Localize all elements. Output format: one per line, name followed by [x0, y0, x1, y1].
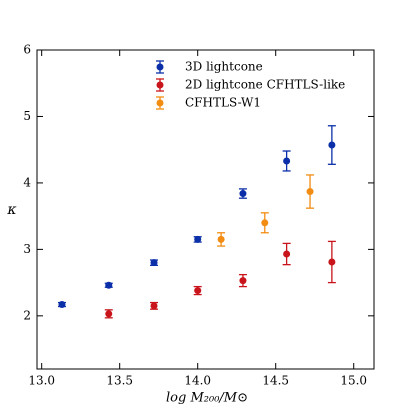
point: [239, 190, 247, 198]
point: [217, 235, 225, 243]
plot-frame: [36, 49, 375, 370]
point: [105, 281, 113, 289]
legend-label: 2D lightcone CFHTLS-like: [185, 78, 345, 92]
x-tick-label: 14.0: [184, 374, 211, 388]
x-axis-label: log M₂₀₀/M⊙: [166, 391, 248, 406]
point: [194, 287, 202, 295]
y-axis-label: κ: [6, 202, 16, 218]
point: [283, 157, 291, 165]
point: [261, 219, 269, 227]
x-tick-label: 14.5: [262, 374, 289, 388]
point: [194, 235, 202, 243]
point: [328, 141, 336, 149]
x-tick-label: 15.0: [340, 374, 367, 388]
legend-marker: [156, 63, 164, 71]
legend-marker: [156, 81, 164, 89]
y-tick-label: 6: [23, 43, 31, 57]
legend-label: CFHTLS-W1: [185, 96, 261, 110]
point: [306, 188, 314, 196]
point: [150, 302, 158, 310]
legend-marker: [156, 99, 164, 107]
y-tick-label: 4: [23, 175, 31, 189]
point: [283, 250, 291, 258]
x-tick-label: 13.5: [106, 374, 133, 388]
point: [58, 301, 66, 309]
y-tick-label: 5: [23, 109, 31, 123]
legend-label: 3D lightcone: [185, 60, 263, 74]
y-tick-label: 3: [23, 242, 31, 256]
point: [150, 259, 158, 267]
x-tick-label: 13.0: [28, 374, 55, 388]
point: [239, 277, 247, 285]
y-tick-label: 2: [23, 308, 31, 322]
point: [105, 310, 113, 318]
point: [328, 258, 336, 266]
